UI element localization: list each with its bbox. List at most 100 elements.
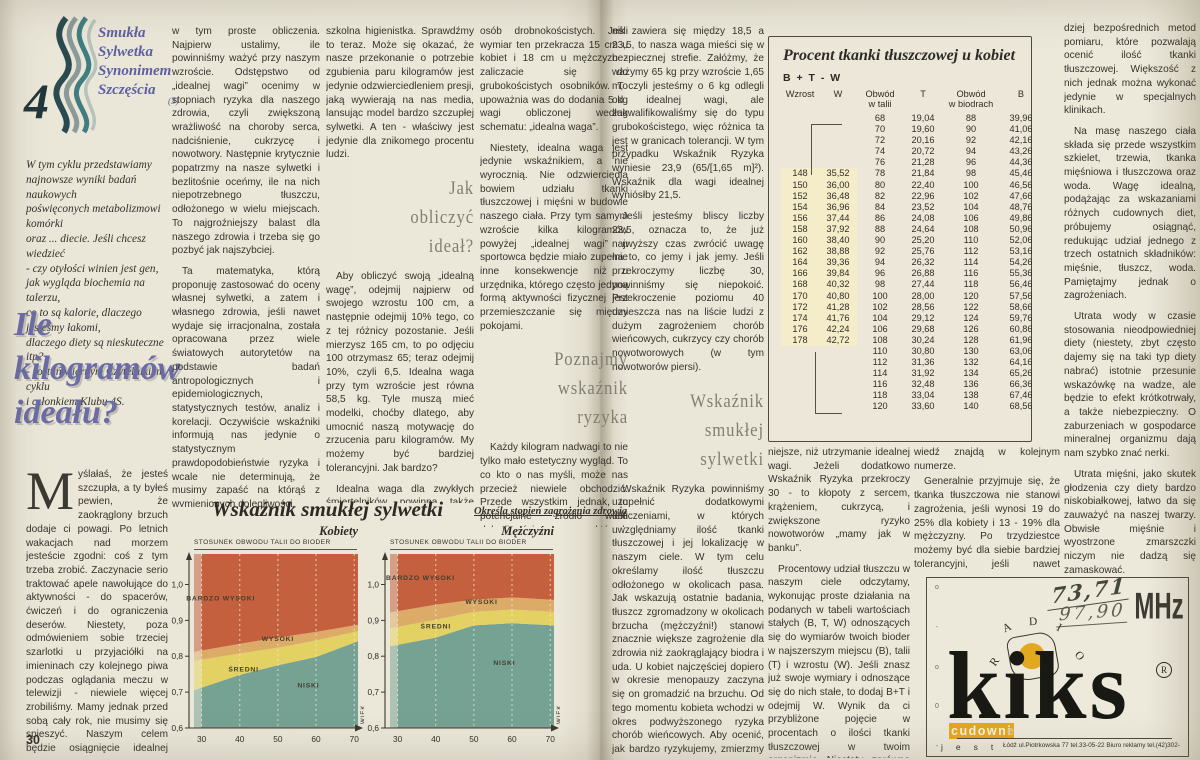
- paragraph: Aby obliczyć swoją „idealną wagę”, odejm…: [326, 271, 474, 474]
- chart-gender-label: Kobiety: [319, 524, 358, 538]
- paragraph: Ta matematyka, którą proponuję zastosowa…: [172, 265, 320, 507]
- table-row: 150 36,00 80 22,40 100 46,56: [781, 179, 1043, 191]
- svg-text:1,0: 1,0: [171, 580, 183, 590]
- section-heading-poznajmy: Poznajmy wskaźnik ryzyka: [554, 349, 628, 429]
- table-row: 68 19,04 88 39,96: [874, 113, 1033, 123]
- club-4s-logo: 4 Smukła Sylwetka Synonimem Szczęścia (3…: [24, 14, 181, 154]
- series-intro: W tym cyklu przedstawiamy najnowsze wyni…: [26, 159, 165, 408]
- paragraph: Na masę naszego ciała składa się przede …: [1064, 125, 1196, 302]
- slim-figure-charts: Wskaźnik smukłej sylwetki Określa stopie…: [168, 497, 646, 755]
- svg-text:WYSOKI: WYSOKI: [465, 599, 497, 606]
- table-row: 76 21,28 96 44,36: [874, 157, 1033, 168]
- svg-text:ŚREDNI: ŚREDNI: [228, 665, 258, 674]
- svg-text:BARDZO WYSOKI: BARDZO WYSOKI: [186, 596, 255, 603]
- svg-text:NISKI: NISKI: [493, 660, 515, 667]
- chart-subtitle: Określa stopień zagrożenia zdrowia: [474, 506, 628, 517]
- section-heading-jak-obliczyc: Jak obliczyć ideał?: [410, 178, 474, 258]
- svg-text:60: 60: [311, 734, 321, 744]
- table-row: 152 36,48 82 22,96 102 47,66: [781, 190, 1043, 202]
- section-heading-wskaznik: Wskaźnik smukłej sylwetki: [690, 390, 764, 470]
- radio-brand: kiks: [947, 632, 1130, 739]
- page-number: 30: [26, 733, 40, 747]
- svg-text:0,6: 0,6: [171, 723, 183, 733]
- paragraph: yślałaś, że jesteś szczupła, a ty byłeś …: [26, 469, 168, 755]
- svg-text:50: 50: [469, 734, 479, 744]
- table-row: 70 19,60 90 41,06: [874, 124, 1033, 135]
- table-row: 154 36,96 84 23,52 104 48,76: [781, 201, 1043, 213]
- svg-text:WIEK: WIEK: [557, 705, 560, 724]
- logo-title: Smukła Sylwetka Synonimem Szczęścia: [98, 25, 172, 98]
- ad-divider-line: [957, 738, 1172, 739]
- chart-axis-top-label: STOSUNEK OBWODU TALII DO BIODER: [194, 539, 357, 550]
- paragraph: nik zawiera się między 18,5 a 23,5, to n…: [612, 26, 764, 202]
- column-3: szkolna higienistka. Sprawdźmy to teraz.…: [326, 25, 474, 503]
- table-row: 160 38,40 90 25,20 110 52,06: [781, 235, 1043, 247]
- table-row: 116 32,48 136 66,36: [872, 379, 1033, 390]
- column-8: dziej bezpośrednich metod pomiaru, które…: [1064, 22, 1196, 576]
- svg-text:30: 30: [197, 734, 207, 744]
- svg-text:0,9: 0,9: [171, 615, 183, 625]
- col-header: Obwód w biodrach: [948, 89, 994, 109]
- table-row: 110 30,80 130 63,06: [872, 345, 1033, 356]
- paragraph: Generalnie przyjmuje się, że tkanka tłus…: [914, 476, 1060, 570]
- dial-marks: o - o 0 -: [935, 584, 939, 750]
- table-row: 174 41,76 104 29,12 124 59,76: [781, 312, 1043, 324]
- svg-text:40: 40: [431, 734, 441, 744]
- paragraph: Niestety, idealna waga jest jedynie wska…: [480, 142, 628, 332]
- svg-text:0,8: 0,8: [367, 651, 379, 661]
- svg-text:60: 60: [507, 734, 517, 744]
- paragraph: dziej bezpośrednich metod pomiaru, które…: [1064, 23, 1196, 117]
- svg-text:0,8: 0,8: [171, 651, 183, 661]
- table-row: 168 40,32 98 27,44 118 56,46: [781, 279, 1043, 291]
- table-row: 156 37,44 86 24,08 106 49,86: [781, 212, 1043, 224]
- paragraph: Każdy kilogram nadwagi to nie tylko mało…: [480, 442, 628, 527]
- highlight-word: cudowni: [949, 723, 1015, 739]
- svg-text:1,0: 1,0: [367, 580, 379, 590]
- drop-cap: M: [26, 468, 75, 521]
- svg-text:ŚREDNI: ŚREDNI: [421, 621, 451, 630]
- column-2: w tym proste obliczenia. Najpierw ustali…: [172, 25, 320, 507]
- table-row: 178 42,72 108 30,24 128 61,96: [781, 334, 1043, 346]
- col-header: Wzrost: [785, 89, 815, 99]
- col-header: T: [920, 89, 926, 99]
- registered-trademark-icon: R: [1156, 662, 1172, 678]
- svg-text:0,7: 0,7: [367, 687, 379, 697]
- column-7: wiedź znajdą w kolejnym numerze. General…: [914, 446, 1060, 572]
- highlight-word-tail: e: [1007, 724, 1014, 738]
- paragraph: Idealna waga dla zwykłych śmiertelników …: [326, 483, 474, 503]
- table-row: 172 41,28 102 28,56 122 58,66: [781, 301, 1043, 313]
- chart-men: Mężczyźni STOSUNEK OBWODU TALII DO BIODE…: [364, 524, 563, 755]
- table-row: 176 42,24 106 29,68 126 60,86: [781, 323, 1043, 335]
- table-row: 114 31,92 134 65,26: [872, 368, 1033, 379]
- table-row: 74 20,72 94 43,26: [874, 146, 1033, 157]
- svg-text:70: 70: [350, 734, 360, 744]
- fat-percentage-table-panel: Procent tkanki tłuszczowej u kobiet B + …: [768, 36, 1033, 442]
- frequency-unit: MHz: [1134, 586, 1184, 628]
- table-row: 166 39,84 96 26,88 116 55,36: [781, 268, 1043, 280]
- wave-logo-icon: [53, 16, 98, 134]
- paragraph: Utrata wody w czasie stosowania nieodpow…: [1064, 311, 1196, 460]
- area-chart-men: NISKI ŚREDNI WYSOKI BARDZO WYSOKI 1,0 0,9 0,8 0…: [367, 552, 563, 744]
- column-6: niejsze, niż utrzymanie idealnej wagi. J…: [768, 446, 910, 758]
- svg-text:0,7: 0,7: [171, 687, 183, 697]
- table-row: 120 33,60 140 68,56: [872, 401, 1033, 412]
- svg-text:BARDZO WYSOKI: BARDZO WYSOKI: [386, 575, 455, 582]
- svg-text:50: 50: [273, 734, 283, 744]
- svg-text:WYSOKI: WYSOKI: [262, 636, 294, 643]
- table-header-row: Wzrost W Obwód w talii T Obwód w biodrac…: [781, 89, 1043, 113]
- tagline: jest: [941, 742, 1007, 752]
- table-row: 170 40,80 100 28,00 120 57,56: [781, 290, 1043, 302]
- svg-text:NISKI: NISKI: [297, 683, 319, 690]
- column-4: osób drobnokościstych. Jeśli wymiar ten …: [480, 25, 628, 527]
- col-header: Obwód w talii: [865, 89, 895, 109]
- chart-title: Wskaźnik smukłej sylwetki: [212, 497, 444, 521]
- svg-text:70: 70: [546, 734, 556, 744]
- table-row: 162 38,88 92 25,76 112 53,16: [781, 246, 1043, 258]
- table-row: 112 31,36 132 64,16: [872, 357, 1033, 368]
- logo-issue-number: (3): [168, 96, 179, 106]
- chart-women: Kobiety STOSUNEK OBWODU TALII DO BIODER …: [168, 524, 367, 755]
- table-row: 148 35,52 78 21,84 98 45,46: [781, 168, 1043, 180]
- new-frequency: 97,90: [1056, 599, 1129, 628]
